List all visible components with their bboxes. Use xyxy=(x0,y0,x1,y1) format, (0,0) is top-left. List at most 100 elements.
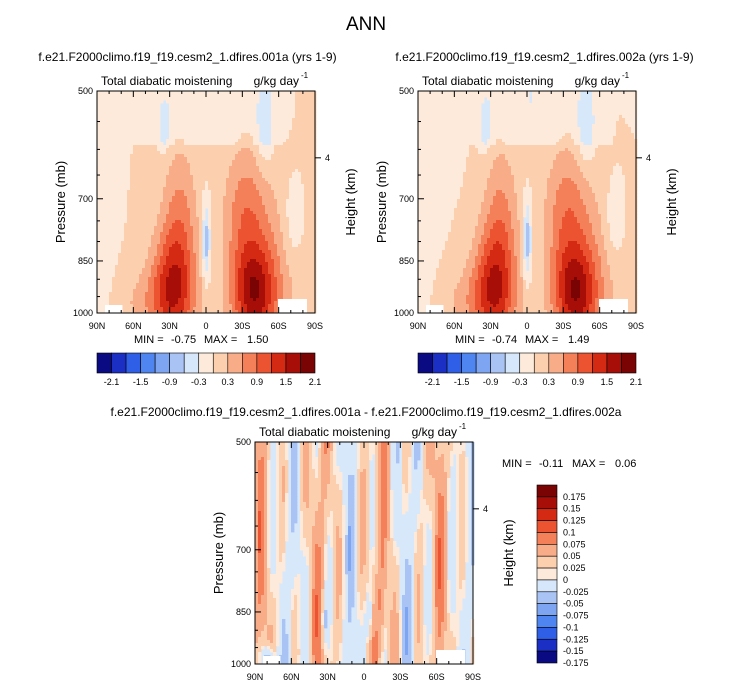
panel-1-field-cell xyxy=(148,193,152,197)
panel-1-field-cell xyxy=(241,295,245,299)
panel-1-field-cell xyxy=(238,169,242,173)
panel-1-field-cell xyxy=(295,136,299,140)
panel-1-field-cell xyxy=(202,286,206,290)
panel-1-field-cell xyxy=(124,214,128,218)
panel-1-field-cell xyxy=(250,247,254,251)
panel-1-field-cell xyxy=(151,262,155,266)
panel-1-field-cell xyxy=(136,202,140,206)
panel-1-field-cell xyxy=(157,280,161,284)
panel-1-field-cell xyxy=(199,298,203,302)
panel-1-field-cell xyxy=(256,214,260,218)
panel-1-field-cell xyxy=(193,256,197,260)
panel-1-field-cell xyxy=(298,127,302,131)
panel-1-field-cell xyxy=(193,100,197,104)
panel-1-field-cell xyxy=(304,91,308,95)
panel-1-field-cell xyxy=(235,133,239,137)
panel-1-field-cell xyxy=(298,148,302,152)
panel-1-field-cell xyxy=(115,238,119,242)
panel-1-field-cell xyxy=(97,196,101,200)
panel-1-field-cell xyxy=(271,196,275,200)
panel-1-field-cell xyxy=(187,157,191,161)
panel-1-field-cell xyxy=(238,106,242,110)
panel-1-field-cell xyxy=(259,277,263,281)
panel-1-field-cell xyxy=(130,211,134,215)
panel-1-field-cell xyxy=(226,256,230,260)
panel-1-field-cell xyxy=(241,136,245,140)
panel-1-field-cell xyxy=(154,265,158,269)
panel-1-field-cell xyxy=(112,172,116,176)
panel-1-field-cell xyxy=(214,274,218,278)
panel-1-field-cell xyxy=(244,250,248,254)
panel-1-field-cell xyxy=(136,244,140,248)
panel-1-field-cell xyxy=(154,274,158,278)
panel-1-field-cell xyxy=(271,244,275,248)
panel-1-field-cell xyxy=(205,202,209,206)
panel-1-field-cell xyxy=(190,148,194,152)
panel-1-field-cell xyxy=(217,262,221,266)
panel-1-field-cell xyxy=(250,178,254,182)
panel-1-field-cell xyxy=(118,238,122,242)
panel-1-field-cell xyxy=(229,280,233,284)
panel-1-field-cell xyxy=(118,253,122,257)
panel-1-field-cell xyxy=(223,205,227,209)
panel-1-field-cell xyxy=(112,265,116,269)
panel-1-field-cell xyxy=(199,280,203,284)
panel-1-field-cell xyxy=(130,265,134,269)
panel-1-field-cell xyxy=(217,142,221,146)
panel-1-field-cell xyxy=(97,100,101,104)
panel-1-field-cell xyxy=(301,184,305,188)
panel-1-field-cell xyxy=(127,139,131,143)
panel-1-field-cell xyxy=(217,154,221,158)
panel-1-field-cell xyxy=(244,157,248,161)
panel-1-field-cell xyxy=(232,229,236,233)
panel-1-field-cell xyxy=(289,157,293,161)
panel-1-field-cell xyxy=(130,217,134,221)
panel-1-field-cell xyxy=(208,199,212,203)
panel-1-field-cell xyxy=(247,172,251,176)
panel-1-field-cell xyxy=(103,172,107,176)
panel-1-field-cell xyxy=(268,214,272,218)
panel-1-field-cell xyxy=(250,223,254,227)
panel-1-field-cell xyxy=(154,100,158,104)
panel-1-field-cell xyxy=(211,280,215,284)
panel-1-field-cell xyxy=(259,280,263,284)
panel-1-field-cell xyxy=(238,250,242,254)
panel-1-field-cell xyxy=(133,139,137,143)
panel-1-field-cell xyxy=(283,109,287,113)
panel-1-field-cell xyxy=(169,100,173,104)
panel-1-field-cell xyxy=(247,205,251,209)
panel-1-field-cell xyxy=(268,247,272,251)
panel-1-field-cell xyxy=(97,241,101,245)
panel-1-field-cell xyxy=(211,187,215,191)
panel-1-field-cell xyxy=(241,262,245,266)
panel-1-field-cell xyxy=(208,259,212,263)
panel-1-field-cell xyxy=(202,142,206,146)
panel-1-field-cell xyxy=(274,157,278,161)
panel-1-field-cell xyxy=(310,181,314,185)
panel-1-field-cell xyxy=(169,241,173,245)
panel-1-field-cell xyxy=(217,91,221,95)
panel-1-field-cell xyxy=(199,145,203,149)
panel-1-field-cell xyxy=(160,229,164,233)
panel-1-field-cell xyxy=(157,283,161,287)
panel-1-field-cell xyxy=(187,169,191,173)
panel-1-field-cell xyxy=(223,154,227,158)
panel-1-field-cell xyxy=(103,148,107,152)
panel-1-field-cell xyxy=(154,178,158,182)
panel-1-field-cell xyxy=(253,262,257,266)
panel-1-field-cell xyxy=(304,97,308,101)
panel-1-field-cell xyxy=(310,130,314,134)
panel-1-field-cell xyxy=(310,229,314,233)
panel-1-field-cell xyxy=(106,298,110,302)
panel-1-field-cell xyxy=(118,298,122,302)
panel-1-field-cell xyxy=(292,238,296,242)
panel-1-field-cell xyxy=(265,157,269,161)
panel-1-field-cell xyxy=(151,259,155,263)
panel-1-field-cell xyxy=(136,175,140,179)
panel-1-field-cell xyxy=(295,244,299,248)
panel-1-field-cell xyxy=(142,118,146,122)
panel-1-field-cell xyxy=(253,97,257,101)
panel-1-field-cell xyxy=(196,223,200,227)
panel-1-field-cell xyxy=(268,151,272,155)
panel-1-field-cell xyxy=(208,109,212,113)
